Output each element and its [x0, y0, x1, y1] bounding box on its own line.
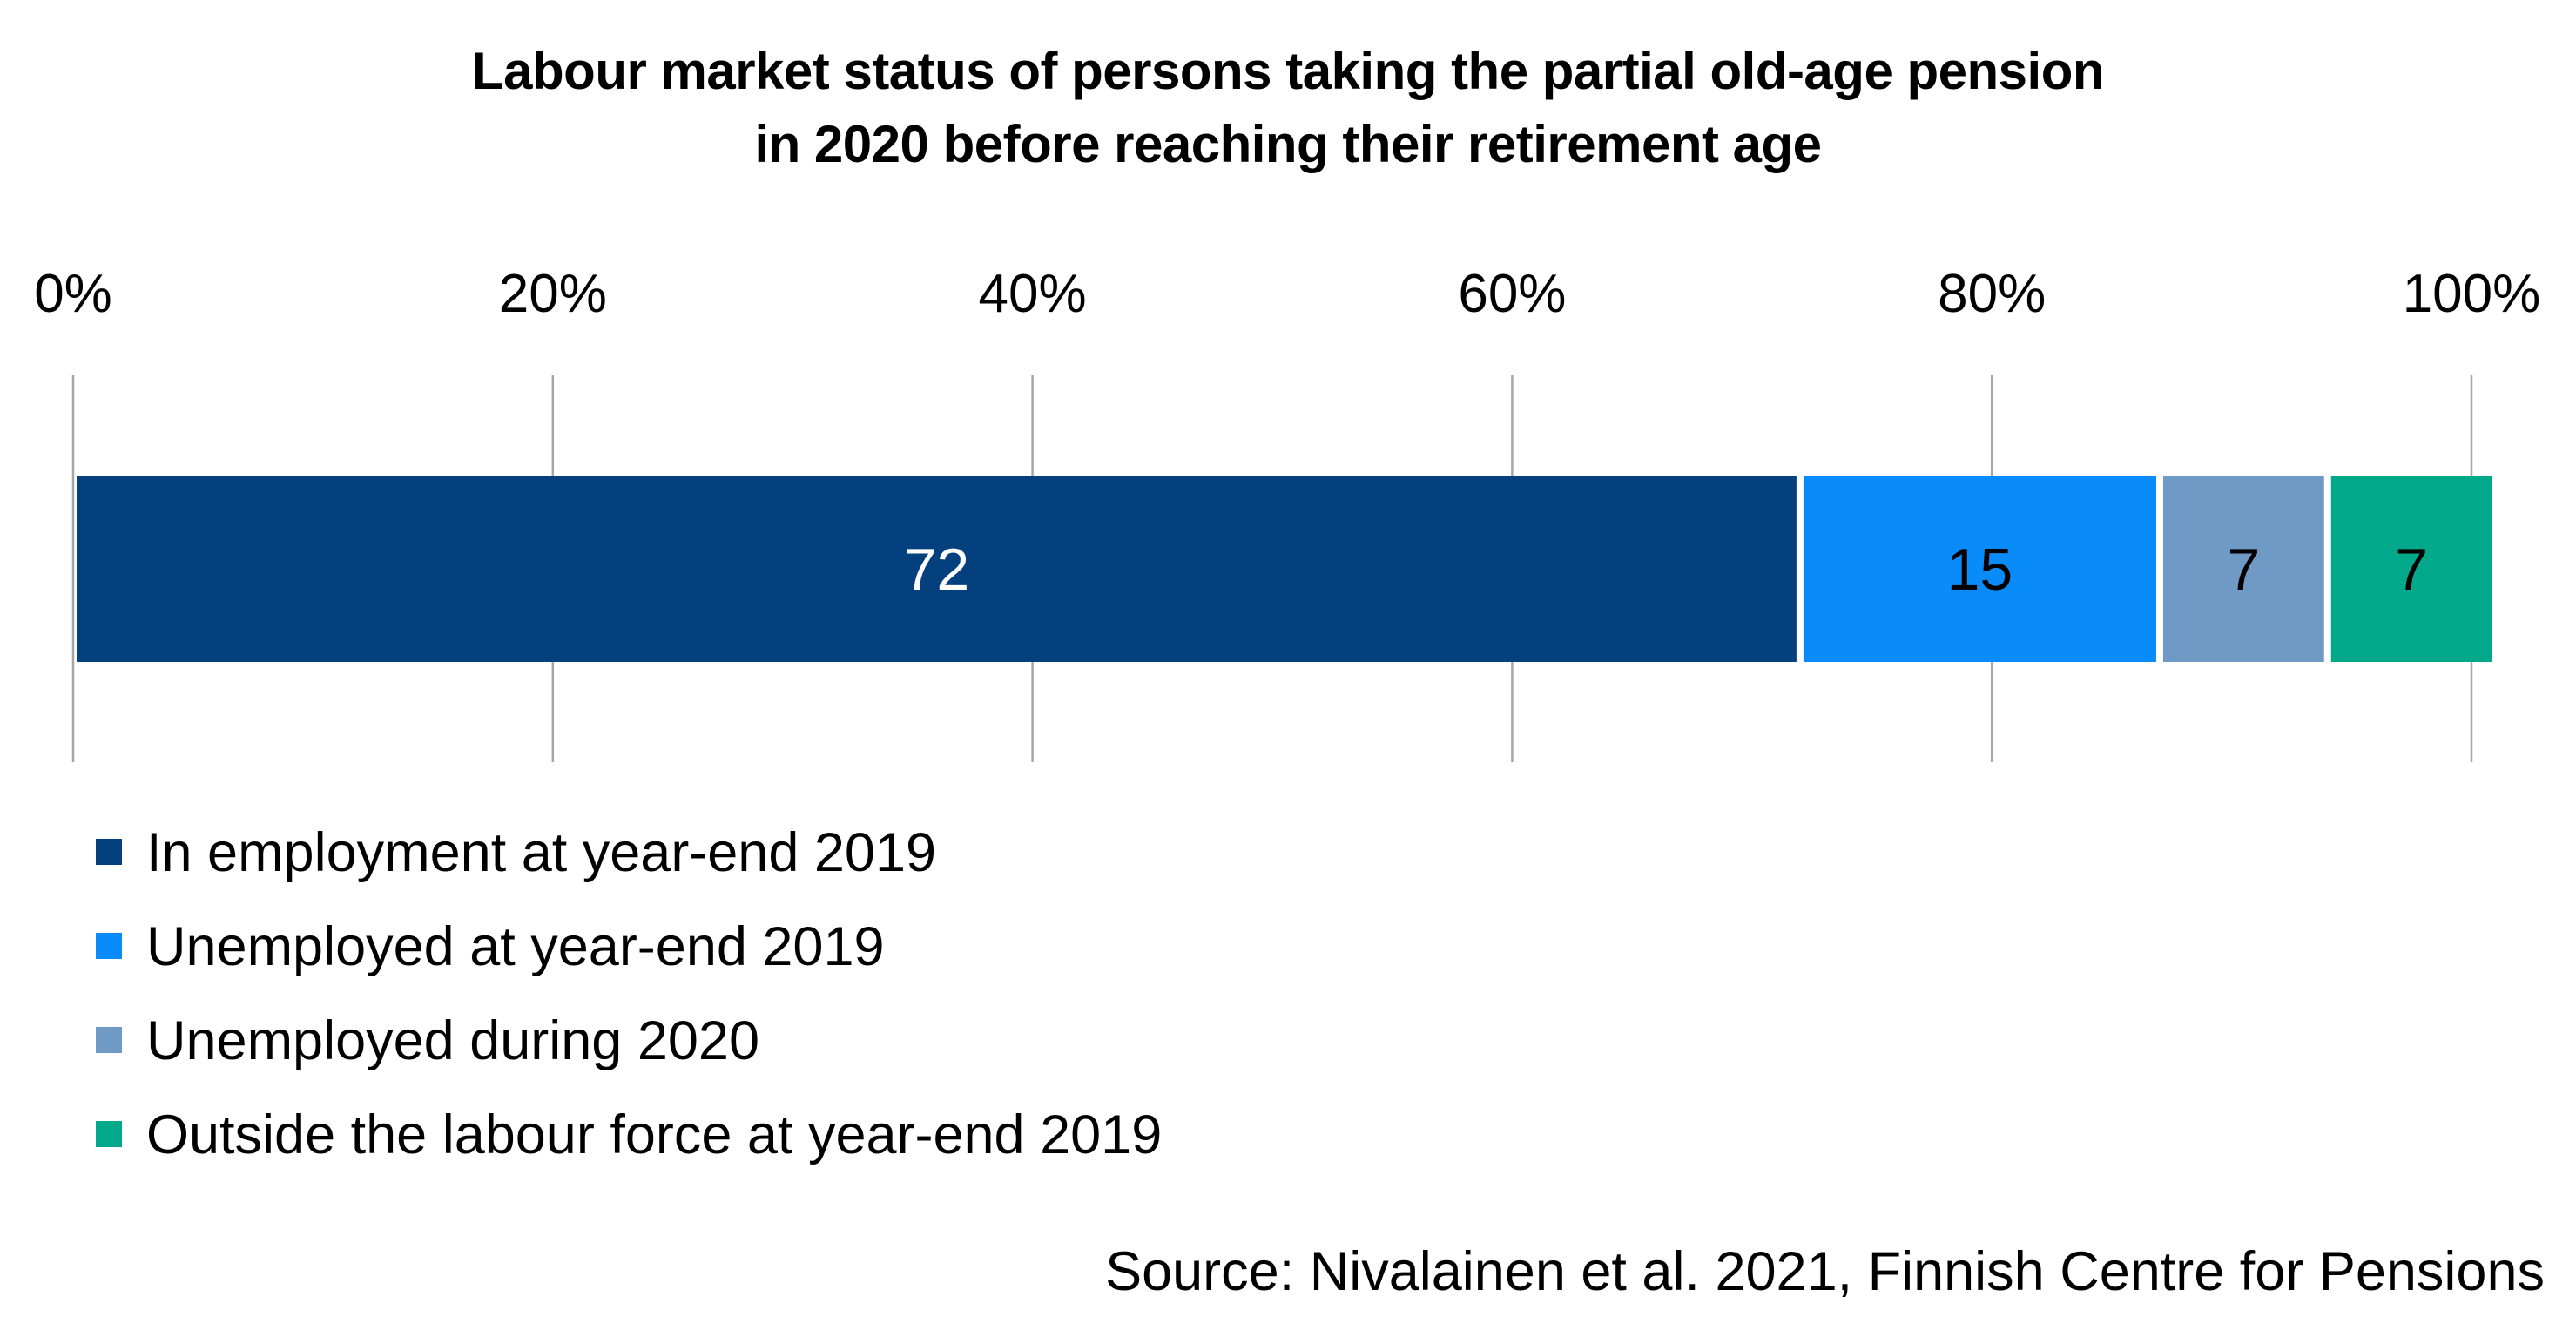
- legend-item: Unemployed at year-end 2019: [96, 916, 885, 977]
- legend-swatch: [96, 1027, 122, 1053]
- x-tick-label: 80%: [1938, 264, 2046, 324]
- legend-swatch: [96, 839, 122, 865]
- x-tick-label: 40%: [979, 264, 1087, 324]
- bar-segment: [1803, 476, 2156, 662]
- x-tick-label: 60%: [1458, 264, 1566, 324]
- x-axis-ticks: 0% 20% 40% 60% 80% 100%: [34, 264, 2540, 324]
- chart-title-line-2: in 2020 before reaching their retirement…: [754, 115, 1822, 173]
- bar-segment: [77, 476, 1797, 662]
- legend-item: Outside the labour force at year-end 201…: [96, 1104, 1162, 1165]
- legend-label: Outside the labour force at year-end 201…: [146, 1104, 1162, 1165]
- legend: In employment at year-end 2019 Unemployed…: [96, 822, 1162, 1165]
- chart-title-line-1: Labour market status of persons taking t…: [472, 42, 2105, 100]
- stacked-bar: 72 15 7 7: [77, 476, 2492, 662]
- data-label: 72: [904, 537, 970, 603]
- x-tick-label: 20%: [499, 264, 607, 324]
- legend-label: Unemployed at year-end 2019: [146, 916, 885, 977]
- legend-label: In employment at year-end 2019: [146, 822, 936, 883]
- legend-item: In employment at year-end 2019: [96, 822, 936, 883]
- bar-segment: [2162, 476, 2324, 662]
- data-label: 15: [1947, 537, 2013, 603]
- legend-item: Unemployed during 2020: [96, 1010, 759, 1071]
- chart-title: Labour market status of persons taking t…: [0, 35, 2576, 181]
- x-tick-label: 0%: [34, 264, 112, 324]
- legend-label: Unemployed during 2020: [146, 1010, 759, 1071]
- x-tick-label: 100%: [2403, 264, 2541, 324]
- legend-swatch: [96, 1121, 122, 1147]
- legend-swatch: [96, 933, 122, 959]
- bar-segment: [2330, 476, 2492, 662]
- data-label: 7: [2227, 537, 2260, 603]
- data-label: 7: [2395, 537, 2428, 603]
- source-note: Source: Nivalainen et al. 2021, Finnish …: [1105, 1241, 2545, 1302]
